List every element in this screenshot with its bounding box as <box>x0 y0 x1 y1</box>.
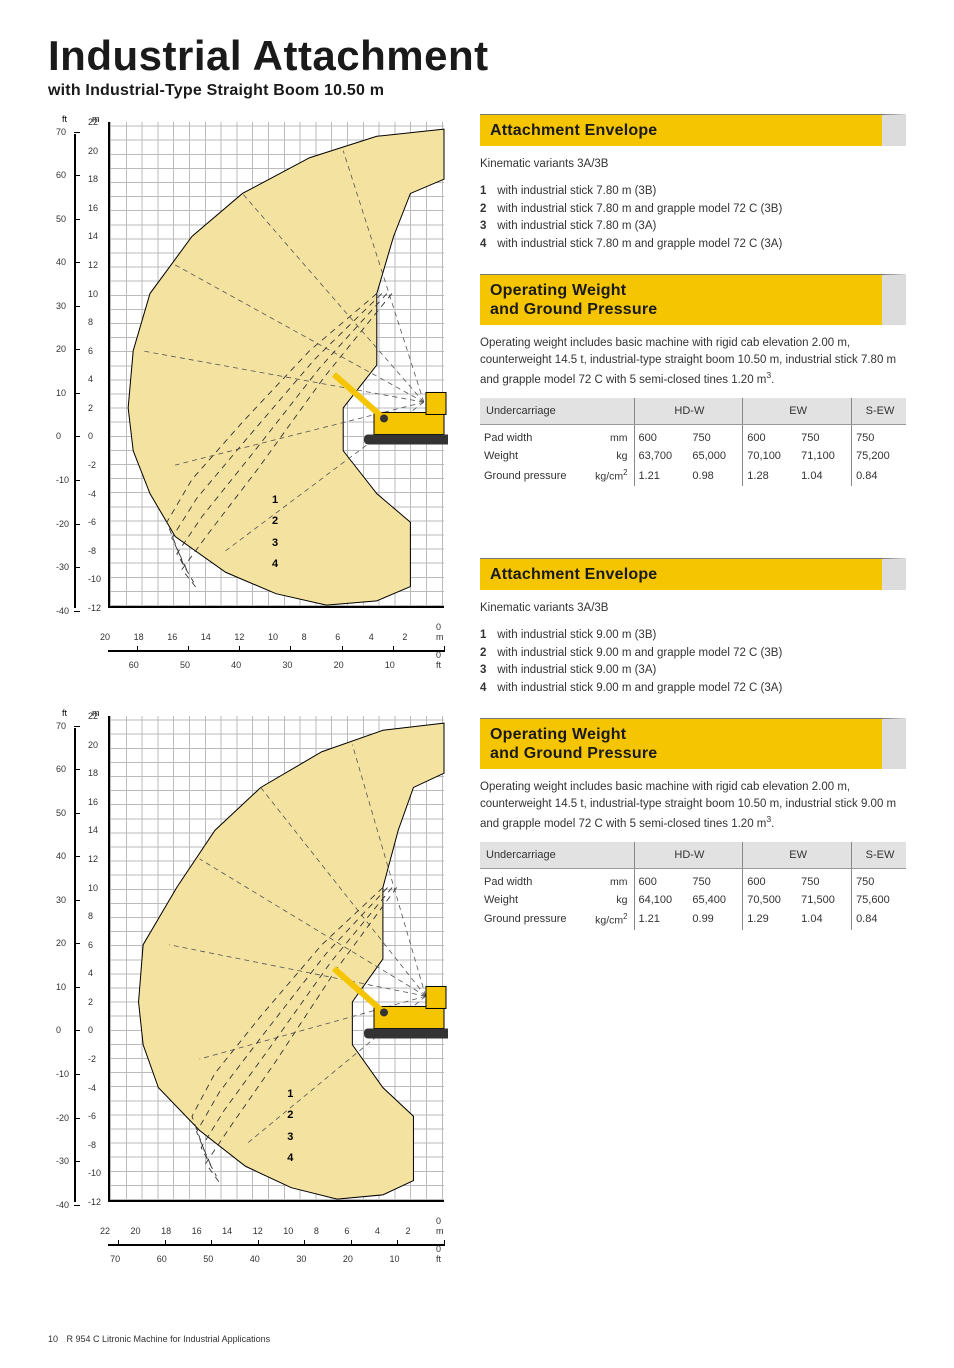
variant-item: 4 with industrial stick 9.00 m and grapp… <box>480 680 906 698</box>
variant-item: 2 with industrial stick 9.00 m and grapp… <box>480 645 906 663</box>
table-cell: 1.21 <box>634 909 688 930</box>
curve-label: 2 <box>272 515 278 527</box>
section-header-envelope-2: Attachment Envelope <box>480 558 906 590</box>
section-header-envelope-1: Attachment Envelope <box>480 114 906 146</box>
curve-label: 1 <box>287 1088 293 1100</box>
table-cell: 0.84 <box>852 909 906 930</box>
envelope-chart-2: mft2220181614121086420-2-4-6-8-10-127060… <box>48 708 448 1278</box>
table-cell: 1.29 <box>743 909 797 930</box>
table-cell: 1.21 <box>634 465 688 486</box>
table-cell: 1.04 <box>797 909 851 930</box>
variant-list-2: 1 with industrial stick 9.00 m (3B)2 wit… <box>480 627 906 698</box>
section-header-weight-1: Operating Weightand Ground Pressure <box>480 274 906 325</box>
content-columns: mft2220181614121086420-2-4-6-8-10-127060… <box>48 114 906 1302</box>
table-cell: 71,500 <box>797 891 851 909</box>
page-footer: 10 R 954 C Litronic Machine for Industri… <box>48 1330 906 1344</box>
table-cell: 600 <box>743 869 797 892</box>
table-cell: 75,600 <box>852 891 906 909</box>
row-label: Pad width <box>480 869 590 892</box>
variant-item: 1 with industrial stick 9.00 m (3B) <box>480 627 906 645</box>
table-cell: 600 <box>634 425 688 448</box>
table-cell: 75,200 <box>852 447 906 465</box>
section-header-weight-2: Operating Weightand Ground Pressure <box>480 718 906 769</box>
variant-list-1: 1 with industrial stick 7.80 m (3B)2 wit… <box>480 183 906 254</box>
spec-table-2: UndercarriageHD-WEWS-EWPad widthmm600750… <box>480 842 906 930</box>
row-label: Pad width <box>480 425 590 448</box>
curve-label: 3 <box>287 1131 293 1143</box>
table-cell: 750 <box>688 425 742 448</box>
spacer <box>480 486 906 558</box>
table-cell: 750 <box>852 869 906 892</box>
weight-description-1: Operating weight includes basic machine … <box>480 335 906 388</box>
envelope-svg <box>48 114 448 684</box>
table-cell: 750 <box>688 869 742 892</box>
variant-item: 3 with industrial stick 7.80 m (3A) <box>480 218 906 236</box>
table-cell: 750 <box>797 869 851 892</box>
curve-label: 4 <box>272 558 278 570</box>
variant-item: 4 with industrial stick 7.80 m and grapp… <box>480 236 906 254</box>
footer-text: R 954 C Litronic Machine for Industrial … <box>67 1334 271 1344</box>
weight-description-2: Operating weight includes basic machine … <box>480 779 906 832</box>
table-cell: 63,700 <box>634 447 688 465</box>
page-subtitle: with Industrial-Type Straight Boom 10.50… <box>48 82 906 100</box>
variant-item: 2 with industrial stick 7.80 m and grapp… <box>480 201 906 219</box>
table-cell: 71,100 <box>797 447 851 465</box>
spec-table-1: UndercarriageHD-WEWS-EWPad widthmm600750… <box>480 398 906 486</box>
curve-label: 2 <box>287 1109 293 1121</box>
row-label: Weight <box>480 447 590 465</box>
page-root: Industrial Attachment with Industrial-Ty… <box>0 0 954 1368</box>
table-cell: 750 <box>797 425 851 448</box>
page-number: 10 <box>48 1334 58 1344</box>
table-cell: 600 <box>634 869 688 892</box>
right-column: Attachment Envelope Kinematic variants 3… <box>480 114 906 1302</box>
table-cell: 65,000 <box>688 447 742 465</box>
page-title: Industrial Attachment <box>48 32 906 80</box>
row-label: Weight <box>480 891 590 909</box>
table-cell: 64,100 <box>634 891 688 909</box>
left-column: mft2220181614121086420-2-4-6-8-10-127060… <box>48 114 448 1302</box>
table-cell: 1.04 <box>797 465 851 486</box>
variant-item: 3 with industrial stick 9.00 m (3A) <box>480 662 906 680</box>
kinematic-intro-2: Kinematic variants 3A/3B <box>480 600 906 617</box>
table-cell: 0.84 <box>852 465 906 486</box>
table-cell: 1.28 <box>743 465 797 486</box>
envelope-svg <box>48 708 448 1278</box>
curve-label: 3 <box>272 537 278 549</box>
table-cell: 65,400 <box>688 891 742 909</box>
table-cell: 70,500 <box>743 891 797 909</box>
table-cell: 0.99 <box>688 909 742 930</box>
kinematic-intro-1: Kinematic variants 3A/3B <box>480 156 906 173</box>
row-label: Ground pressure <box>480 909 590 930</box>
table-cell: 0.98 <box>688 465 742 486</box>
row-label: Ground pressure <box>480 465 590 486</box>
table-cell: 750 <box>852 425 906 448</box>
table-cell: 600 <box>743 425 797 448</box>
envelope-chart-1: mft2220181614121086420-2-4-6-8-10-127060… <box>48 114 448 684</box>
variant-item: 1 with industrial stick 7.80 m (3B) <box>480 183 906 201</box>
curve-label: 1 <box>272 494 278 506</box>
curve-label: 4 <box>287 1152 293 1164</box>
table-cell: 70,100 <box>743 447 797 465</box>
